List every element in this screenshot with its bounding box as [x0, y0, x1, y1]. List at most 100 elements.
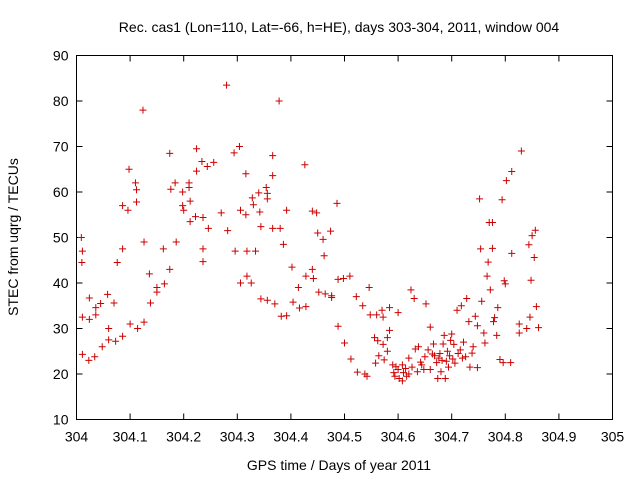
data-point: [405, 370, 413, 378]
x-tick-label: 304.8: [488, 429, 523, 445]
data-point: [491, 314, 499, 322]
data-point: [319, 235, 327, 243]
data-point: [224, 227, 232, 235]
data-point: [160, 280, 168, 288]
data-point: [247, 279, 255, 287]
x-tick-label: 304.6: [381, 429, 416, 445]
data-point: [180, 206, 188, 214]
data-point: [186, 218, 194, 226]
data-point: [383, 347, 391, 355]
x-tick-label: 304.9: [541, 429, 576, 445]
data-point: [471, 312, 479, 320]
data-point: [309, 274, 317, 282]
data-point: [444, 363, 452, 371]
data-point: [153, 288, 161, 296]
x-tick-label: 304: [65, 429, 89, 445]
data-point: [469, 343, 477, 351]
data-point: [457, 302, 465, 310]
data-point: [159, 245, 167, 253]
data-point: [490, 318, 498, 326]
x-tick-label: 304.1: [113, 429, 148, 445]
data-point: [313, 209, 321, 217]
data-point: [378, 306, 386, 314]
data-point: [413, 368, 421, 376]
chart-title: Rec. cas1 (Lon=110, Lat=-66, h=HE), days…: [119, 19, 560, 35]
data-point: [488, 244, 496, 252]
data-point: [450, 340, 458, 348]
data-point: [530, 254, 538, 262]
data-point: [131, 179, 139, 187]
data-point: [453, 306, 461, 314]
data-point: [231, 247, 239, 255]
data-point: [437, 368, 445, 376]
data-point: [438, 356, 446, 364]
data-point: [321, 290, 329, 298]
data-point: [341, 339, 348, 347]
data-point: [334, 322, 342, 330]
data-point: [78, 259, 86, 267]
data-point: [389, 361, 397, 369]
data-point: [447, 336, 455, 344]
data-point: [242, 211, 250, 219]
data-point: [243, 272, 251, 280]
data-point: [535, 324, 543, 332]
data-point: [451, 359, 459, 367]
data-point: [119, 332, 127, 340]
data-point: [429, 340, 437, 348]
y-tick-label: 40: [53, 275, 69, 291]
data-point: [242, 170, 250, 178]
data-point: [237, 206, 245, 214]
data-point: [77, 234, 85, 241]
y-tick-label: 70: [53, 139, 69, 155]
data-point: [105, 325, 113, 332]
data-point: [308, 207, 316, 215]
data-point: [488, 218, 496, 226]
data-point: [302, 272, 310, 280]
data-point: [217, 209, 225, 217]
data-point: [262, 183, 270, 191]
data-point: [390, 369, 398, 377]
data-point: [346, 272, 354, 280]
data-point: [255, 189, 263, 197]
data-point: [402, 365, 410, 373]
data-point: [442, 357, 450, 365]
data-point: [333, 199, 341, 207]
data-point: [97, 299, 105, 307]
data-point: [496, 355, 504, 363]
data-point: [508, 249, 516, 257]
data-point: [257, 223, 265, 231]
x-tick-label: 305: [601, 429, 625, 445]
y-tick-label: 60: [53, 184, 69, 200]
data-point: [112, 337, 120, 345]
y-tick-label: 20: [53, 366, 69, 382]
data-point: [235, 143, 243, 150]
data-point: [171, 179, 179, 187]
data-point: [91, 353, 99, 361]
data-point: [315, 288, 323, 296]
y-tick-label: 30: [53, 321, 69, 337]
y-axis-title: STEC from uqrg / TECUs: [5, 158, 21, 316]
data-point: [179, 188, 187, 196]
data-point: [398, 377, 406, 385]
data-point: [92, 311, 100, 319]
x-tick-label: 304.2: [166, 429, 201, 445]
data-point: [407, 286, 415, 294]
data-point: [443, 347, 451, 355]
data-point: [104, 290, 112, 298]
data-point: [193, 167, 201, 175]
data-point: [473, 322, 481, 330]
data-point: [499, 359, 507, 367]
data-point: [263, 296, 271, 304]
data-point: [98, 343, 106, 351]
data-point: [515, 320, 523, 328]
data-point: [439, 340, 447, 348]
data-point: [398, 361, 406, 369]
data-point: [191, 213, 199, 221]
data-point: [210, 158, 218, 166]
data-point: [525, 241, 533, 249]
data-point: [203, 163, 211, 171]
data-point: [371, 334, 379, 342]
data-point: [476, 195, 484, 203]
data-point: [327, 227, 335, 235]
data-point: [85, 315, 93, 323]
